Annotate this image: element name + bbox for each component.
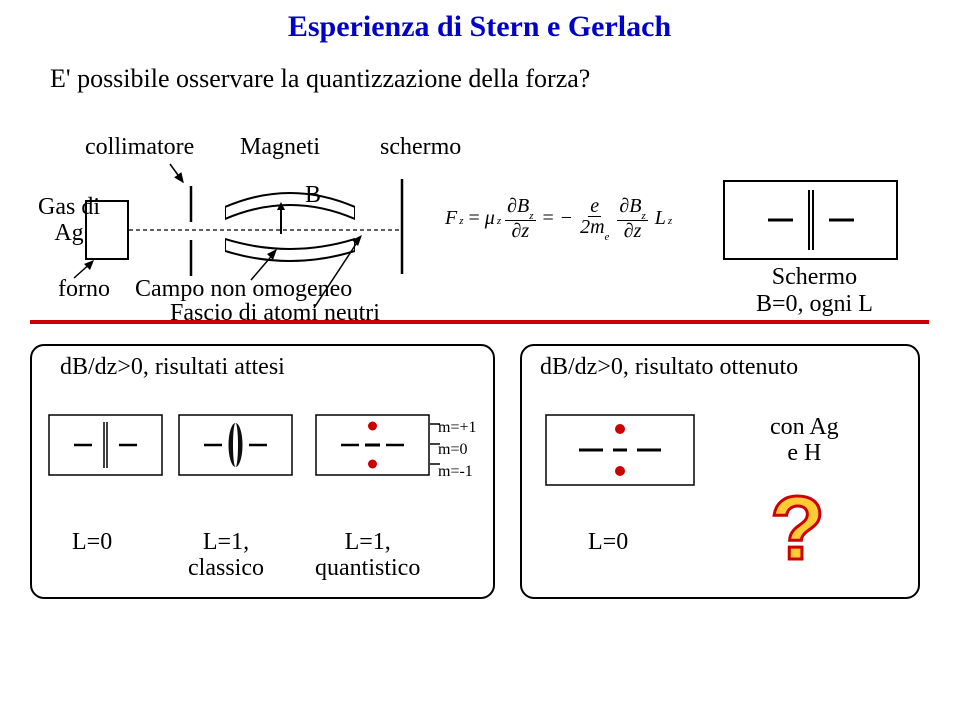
forno-arrow: [70, 256, 100, 281]
screen-L1-classical: [178, 414, 293, 481]
apparatus-row: collimatore Magneti schermo Gas di Ag B: [30, 104, 929, 324]
left-title: dB/dz>0, risultati attesi: [60, 354, 285, 381]
con-Ag-label: con Ag e H: [770, 414, 839, 467]
question-text: E' possibile osservare la quantizzazione…: [0, 44, 959, 104]
title-text: Esperienza di Stern e Gerlach: [288, 10, 671, 43]
L0-label-right: L=0: [588, 529, 628, 556]
L0-label-left: L=0: [72, 529, 112, 556]
force-equation: Fz = μz ∂Bz∂z = − e2me ∂Bz∂z Lz: [445, 196, 672, 241]
screen-result: [545, 414, 695, 491]
m-level-ticks: [430, 420, 444, 468]
question-mark-icon: ?: [760, 484, 850, 589]
fascio-arrow: [310, 232, 380, 312]
campo-arrow: [245, 244, 285, 284]
detector-b0: [723, 180, 898, 265]
results-row: dB/dz>0, risultati attesi dB/dz>0, risul…: [30, 344, 929, 624]
screen-L0: [48, 414, 163, 481]
L1c-label: L=1, classico: [188, 529, 264, 582]
page-title: Esperienza di Stern e Gerlach: [0, 0, 959, 44]
right-title: dB/dz>0, risultato ottenuto: [540, 354, 798, 381]
schermo-bar: [400, 179, 404, 274]
schermo-right-label: Schermo B=0, ogni L: [756, 264, 873, 318]
screen-L1-quantum: [315, 414, 430, 481]
furnace-icon: [85, 200, 129, 260]
svg-text:?: ?: [770, 484, 825, 579]
divider-rule: [30, 320, 929, 324]
B-label: B: [305, 182, 321, 209]
L1q-label: L=1, quantistico: [315, 529, 420, 582]
